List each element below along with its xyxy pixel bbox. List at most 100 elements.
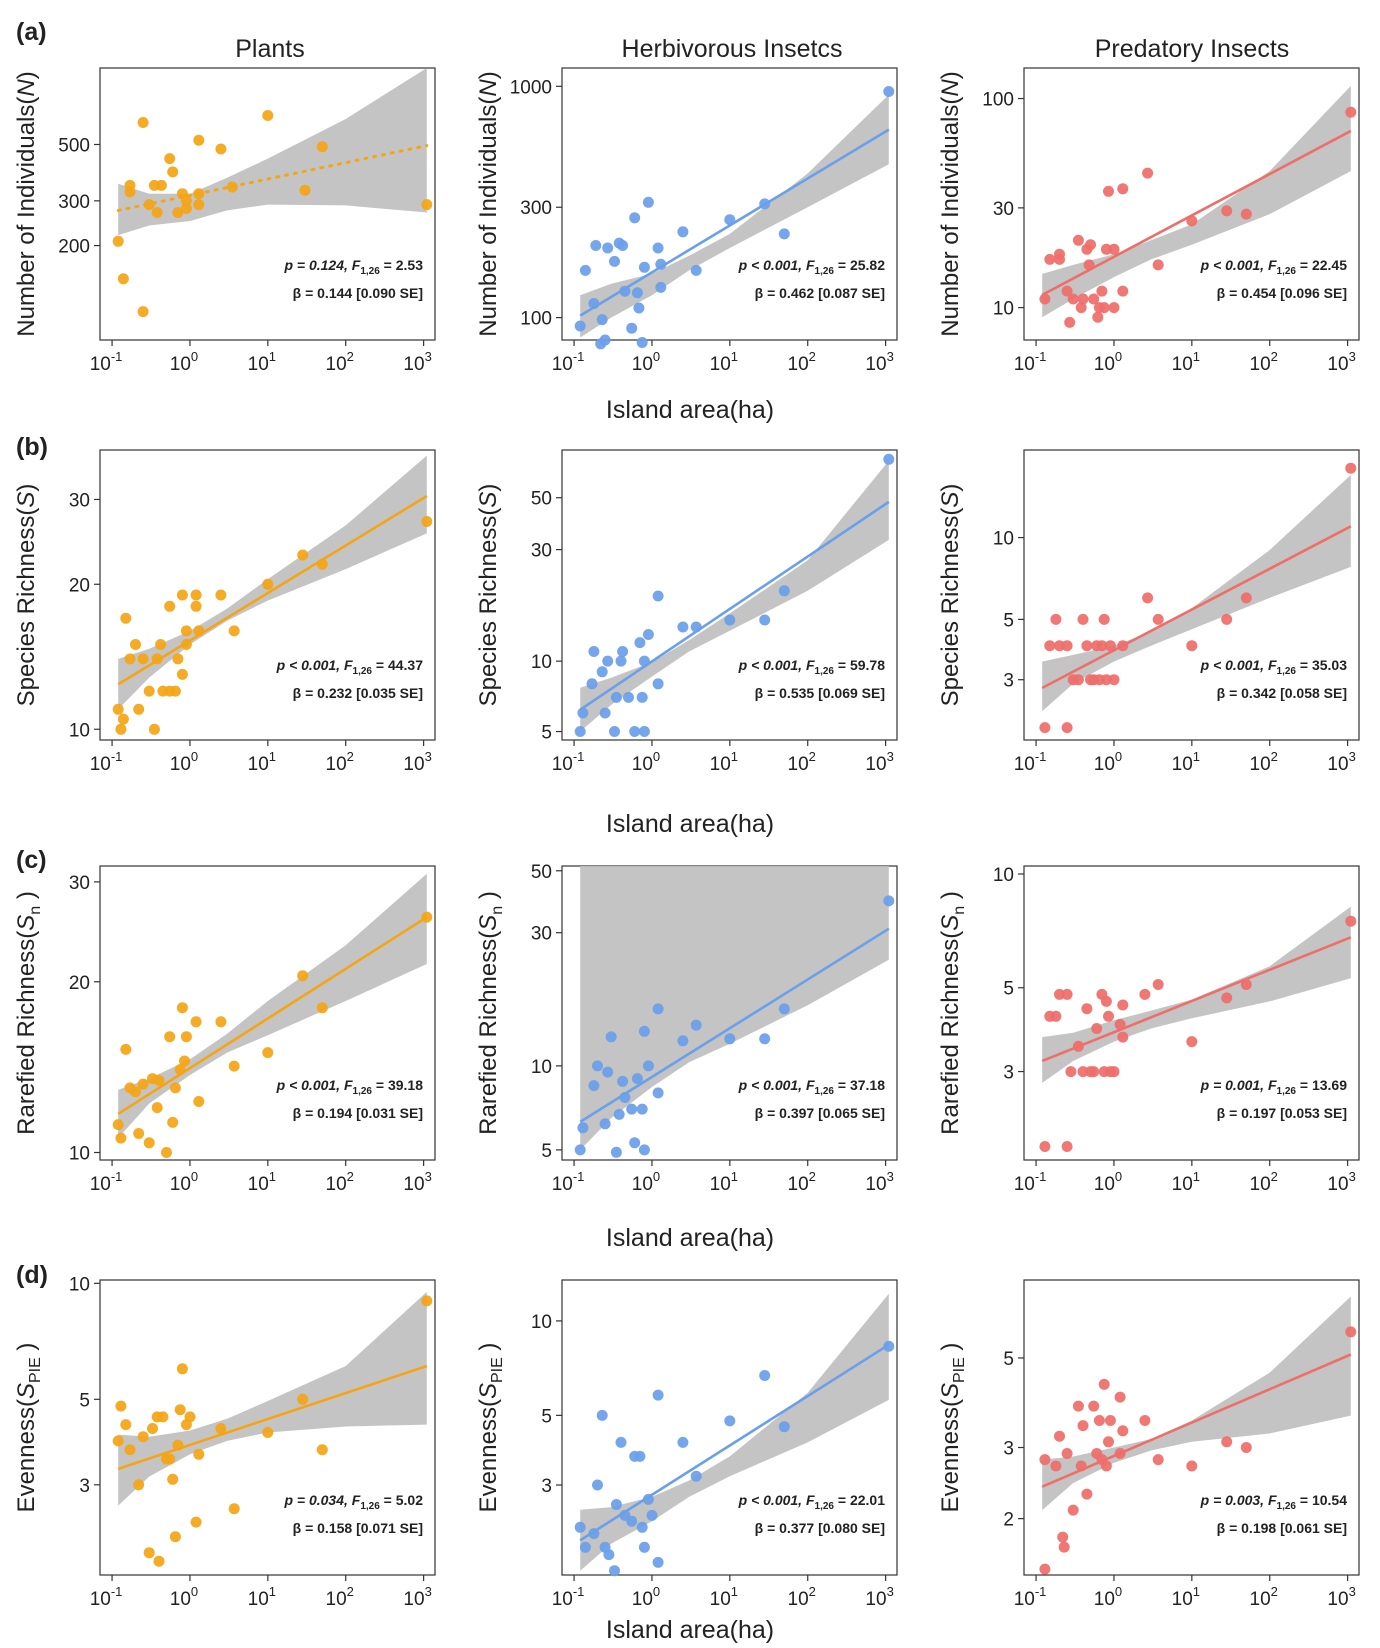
data-point <box>115 723 127 735</box>
y-axis-title: Number of Individuals(N) <box>475 71 502 336</box>
data-point <box>297 970 309 982</box>
data-point <box>1098 613 1110 625</box>
fit-line <box>117 494 428 686</box>
data-point <box>677 1035 689 1047</box>
y-tick-label: 300 <box>58 192 90 213</box>
stat-test-text: p < 0.001, F1,26 = 39.18 <box>276 1077 424 1097</box>
data-point <box>1103 185 1114 197</box>
data-point <box>1061 988 1073 1000</box>
data-point <box>586 678 598 690</box>
data-point <box>1142 167 1154 179</box>
data-point <box>1117 1425 1129 1437</box>
panel-c1: 10-1 100 101 102 103 10 20 30 Rarefied Richness(… <box>13 865 436 1195</box>
data-point <box>1108 243 1120 255</box>
data-point <box>883 86 895 97</box>
data-point <box>1050 1460 1062 1472</box>
data-point <box>1240 1442 1252 1453</box>
x-tick-label: 101 <box>710 1584 738 1610</box>
data-point <box>638 726 650 737</box>
panel-label-d: (d) <box>16 1261 48 1289</box>
data-point <box>130 639 141 650</box>
data-point <box>112 1435 124 1447</box>
y-tick-label: 100 <box>520 309 552 330</box>
data-point <box>297 1393 309 1405</box>
data-point <box>1075 302 1087 314</box>
panel-b1: 10-1 100 101 102 103 10 20 30 Species Richness(S… <box>13 449 436 775</box>
x-axis-title-row-c: Island area(ha) <box>606 1224 774 1252</box>
data-point <box>1221 992 1233 1004</box>
x-tick-label: 101 <box>710 1169 738 1195</box>
data-point <box>190 1016 202 1028</box>
data-point <box>1108 302 1120 314</box>
y-tick-label: 3 <box>1003 1063 1014 1084</box>
data-point <box>1103 1010 1114 1022</box>
y-tick-label: 10 <box>69 720 90 741</box>
data-point <box>169 1531 181 1543</box>
y-axis-title: Rarefied Richness(Sn ) <box>937 891 968 1135</box>
data-point <box>1345 462 1357 474</box>
x-tick-label: 101 <box>248 749 276 775</box>
x-tick-label: 10-1 <box>552 1584 585 1610</box>
data-point <box>609 1565 620 1577</box>
stat-beta-text: β = 0.194 [0.031 SE] <box>293 1105 423 1121</box>
data-point <box>636 337 648 348</box>
y-tick-label: 5 <box>1003 979 1014 1000</box>
data-point <box>626 1515 638 1527</box>
y-tick-label: 10 <box>993 865 1014 886</box>
stat-test-text: p = 0.001, F1,26 = 13.69 <box>1200 1077 1348 1097</box>
data-point <box>724 1033 736 1045</box>
x-tick-label: 103 <box>1327 1584 1355 1610</box>
fit-line <box>117 916 428 1115</box>
panel-d1: 10-1 100 101 102 103 3 5 10 Evenness(SPIE ) p = 0… <box>13 1274 436 1610</box>
data-point <box>1240 979 1252 990</box>
data-point <box>164 153 176 165</box>
data-point <box>215 143 227 155</box>
data-point <box>215 589 227 601</box>
data-point <box>636 1521 648 1533</box>
panel-d2: 10-1 100 101 102 103 3 5 10 Evenness(SPIE ) p < 0… <box>475 1279 898 1610</box>
x-tick-label: 10-1 <box>552 349 585 375</box>
data-point <box>1186 1036 1198 1048</box>
x-tick-label: 10-1 <box>552 1169 585 1195</box>
data-point <box>690 1470 702 1482</box>
data-point <box>120 1043 132 1055</box>
x-tick-label: 103 <box>403 349 431 375</box>
data-point <box>599 707 611 719</box>
x-tick-label: 10-1 <box>1014 1584 1047 1610</box>
data-point <box>1061 1141 1073 1152</box>
y-tick-label: 30 <box>69 490 90 511</box>
data-point <box>1057 1531 1069 1543</box>
data-point <box>617 646 629 657</box>
data-point <box>579 264 591 276</box>
data-point <box>228 1060 240 1072</box>
data-point <box>133 703 145 715</box>
data-point <box>636 1103 648 1115</box>
x-tick-label: 101 <box>710 749 738 775</box>
confidence-band <box>580 866 889 1150</box>
data-point <box>137 306 149 318</box>
data-point <box>574 726 586 737</box>
data-point <box>1091 1023 1103 1034</box>
data-point <box>636 691 648 703</box>
x-tick-label: 102 <box>326 1169 354 1195</box>
data-point <box>1050 1010 1062 1022</box>
data-point <box>610 1146 622 1158</box>
data-point <box>883 1340 895 1352</box>
data-point <box>421 516 433 527</box>
data-point <box>1065 1066 1077 1078</box>
data-point <box>262 578 274 590</box>
data-point <box>115 1400 127 1412</box>
data-point <box>652 678 664 690</box>
data-point <box>626 322 638 334</box>
fit-line <box>1041 936 1352 1063</box>
data-point <box>642 629 654 640</box>
data-point <box>1186 1460 1198 1472</box>
x-tick-label: 10-1 <box>90 1584 123 1610</box>
data-point <box>652 242 664 254</box>
x-tick-label: 102 <box>788 1584 816 1610</box>
y-tick-label: 10 <box>993 299 1014 320</box>
data-point <box>1061 1448 1073 1459</box>
y-axis-title: Species Richness(S) <box>13 484 40 707</box>
y-tick-label: 30 <box>993 199 1014 220</box>
data-point <box>151 207 163 218</box>
